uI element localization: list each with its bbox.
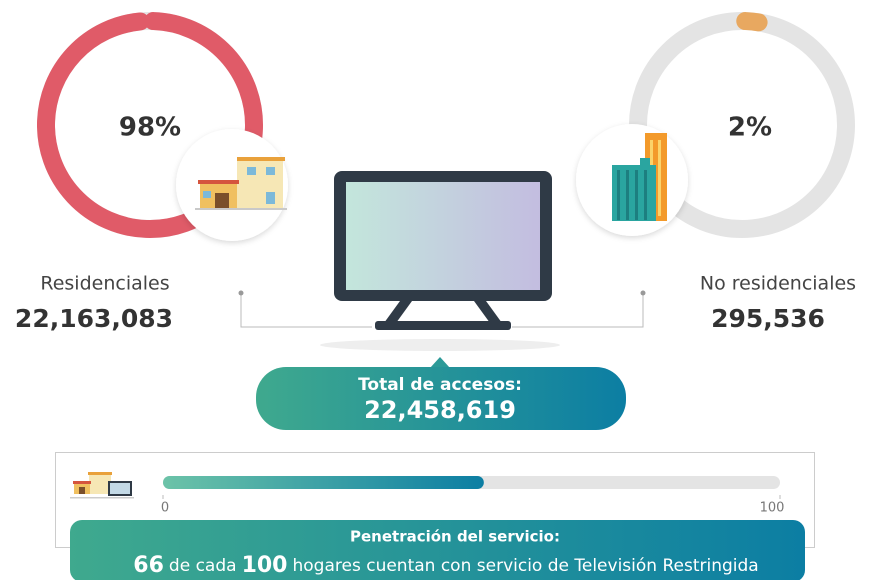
sentence-text: hogares cuentan con servicio de Televisi…: [293, 556, 759, 576]
connector-dot: [640, 290, 646, 296]
sentence-number: 66: [133, 553, 164, 578]
pointer: [430, 357, 450, 368]
category-label: Residenciales: [40, 273, 169, 295]
total-label: Total de accesos:: [358, 375, 522, 395]
category-value: 295,536: [711, 304, 825, 333]
house-icon: [195, 157, 287, 210]
donut-arc: [36, 11, 263, 238]
total-value: 22,458,619: [364, 396, 516, 424]
percent-label: 2%: [728, 113, 772, 143]
sentence-text: de cada: [169, 556, 237, 576]
tick-label: 100: [760, 501, 785, 516]
bar-fill: [163, 476, 484, 489]
connector: [240, 293, 372, 328]
connector: [512, 293, 644, 328]
percent-label: 98%: [119, 113, 181, 143]
connector-dot: [238, 290, 244, 296]
penetration-title: Penetración del servicio:: [350, 528, 560, 546]
penetration-sentence: 66 de cada 100 hogares cuentan con servicio…: [133, 553, 758, 578]
penetration-box: [70, 520, 805, 580]
category-label: No residenciales: [700, 273, 856, 295]
building-icon: [612, 133, 667, 221]
donut-arc: [629, 11, 855, 238]
tick-label: 0: [161, 501, 169, 516]
total-box: [256, 367, 626, 430]
house-tv-icon: [70, 472, 134, 499]
sentence-number: 100: [242, 553, 288, 578]
category-value: 22,163,083: [15, 304, 173, 333]
tv-icon: [320, 171, 560, 351]
